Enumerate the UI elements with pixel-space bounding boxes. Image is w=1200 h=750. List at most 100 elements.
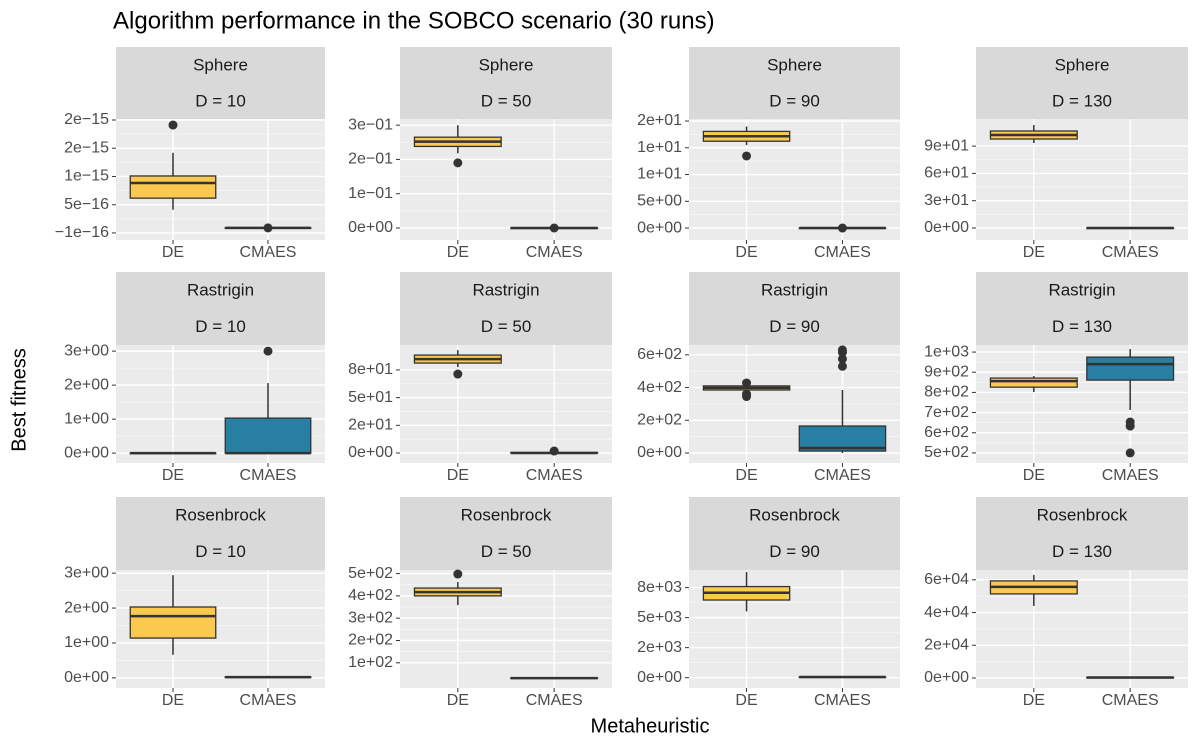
strip-background bbox=[400, 533, 612, 570]
strip-label: D = 130 bbox=[1052, 317, 1112, 336]
y-tick-label: 8e+02 bbox=[924, 384, 969, 401]
x-tick-label: DE bbox=[447, 692, 469, 709]
y-tick-label: 6e+01 bbox=[924, 165, 969, 182]
y-tick-label: 7e+02 bbox=[924, 404, 969, 421]
y-tick-label: 2e−01 bbox=[348, 151, 393, 168]
y-tick-label: 2e+01 bbox=[348, 417, 393, 434]
y-tick-label: 4e+04 bbox=[924, 604, 969, 621]
strip-background bbox=[116, 533, 325, 570]
strip-label: D = 50 bbox=[481, 91, 532, 110]
box bbox=[1086, 356, 1175, 381]
x-tick-label: CMAES bbox=[1102, 692, 1159, 709]
y-tick-label: 1e−01 bbox=[348, 185, 393, 202]
y-tick-label: 0e+00 bbox=[637, 219, 682, 236]
y-tick-label: 0e+00 bbox=[637, 444, 682, 461]
strip-label: Rastrigin bbox=[472, 281, 539, 300]
strip-label: Rosenbrock bbox=[461, 506, 552, 525]
strip-label: D = 50 bbox=[481, 542, 532, 561]
outlier bbox=[453, 569, 463, 579]
y-tick-label: 2e+00 bbox=[64, 599, 109, 616]
strip-background bbox=[689, 272, 900, 309]
strip-label: D = 10 bbox=[195, 91, 246, 110]
x-tick-label: CMAES bbox=[526, 467, 583, 484]
strip-background bbox=[689, 83, 900, 119]
y-tick-label: 3e+00 bbox=[64, 342, 109, 359]
strip-background bbox=[689, 308, 900, 345]
strip-label: D = 90 bbox=[769, 317, 820, 336]
strip-background bbox=[976, 272, 1188, 309]
y-tick-label: 2e−15 bbox=[64, 139, 109, 156]
x-tick-label: CMAES bbox=[814, 692, 871, 709]
outlier bbox=[168, 120, 178, 130]
y-tick-label: 3e−01 bbox=[348, 116, 393, 133]
outlier bbox=[263, 346, 273, 356]
outlier bbox=[549, 223, 559, 233]
strip-label: D = 130 bbox=[1052, 91, 1112, 110]
x-tick-label: DE bbox=[162, 467, 184, 484]
y-tick-label: 0e+00 bbox=[924, 219, 969, 236]
strip-label: Rosenbrock bbox=[1037, 506, 1128, 525]
box bbox=[989, 377, 1078, 388]
outlier bbox=[453, 158, 463, 168]
x-tick-label: DE bbox=[1023, 692, 1045, 709]
x-tick-label: DE bbox=[162, 692, 184, 709]
strip-background bbox=[116, 83, 325, 119]
strip-background bbox=[976, 533, 1188, 570]
y-tick-label: 0e+00 bbox=[348, 219, 393, 236]
strip-label: Sphere bbox=[767, 55, 822, 74]
y-tick-label: 4e+02 bbox=[637, 379, 682, 396]
strip-label: Sphere bbox=[193, 55, 248, 74]
strip-background bbox=[689, 533, 900, 570]
x-tick-label: CMAES bbox=[1102, 467, 1159, 484]
strip-label: D = 50 bbox=[481, 317, 532, 336]
strip-background bbox=[116, 497, 325, 534]
y-tick-label: 8e+01 bbox=[348, 361, 393, 378]
strip-background bbox=[689, 47, 900, 83]
box bbox=[129, 606, 217, 639]
strip-label: D = 90 bbox=[769, 91, 820, 110]
y-tick-label: 5e+02 bbox=[924, 444, 969, 461]
y-tick-label: 2e+04 bbox=[924, 636, 969, 653]
y-tick-label: 3e+02 bbox=[348, 609, 393, 626]
y-tick-label: 1e+03 bbox=[924, 343, 969, 360]
y-tick-label: 6e+02 bbox=[637, 346, 682, 363]
x-tick-label: DE bbox=[1023, 244, 1045, 261]
outlier bbox=[837, 223, 847, 233]
x-tick-label: DE bbox=[1023, 467, 1045, 484]
y-tick-label: 4e+02 bbox=[348, 587, 393, 604]
strip-label: D = 130 bbox=[1052, 542, 1112, 561]
strip-background bbox=[400, 272, 612, 309]
strip-background bbox=[400, 497, 612, 534]
strip-label: Rosenbrock bbox=[175, 506, 266, 525]
outlier bbox=[742, 151, 752, 161]
strip-label: Rosenbrock bbox=[749, 506, 840, 525]
outlier bbox=[742, 378, 752, 388]
x-tick-label: CMAES bbox=[526, 692, 583, 709]
y-tick-label: 8e+03 bbox=[637, 579, 682, 596]
x-tick-label: CMAES bbox=[814, 244, 871, 261]
y-tick-label: 2e+00 bbox=[64, 376, 109, 393]
x-tick-label: CMAES bbox=[240, 692, 297, 709]
outlier bbox=[263, 223, 273, 233]
strip-background bbox=[400, 308, 612, 345]
x-tick-label: DE bbox=[162, 244, 184, 261]
y-tick-label: 1e+02 bbox=[348, 654, 393, 671]
panel-background bbox=[400, 345, 612, 463]
strip-background bbox=[400, 47, 612, 83]
y-tick-label: 5e+02 bbox=[348, 565, 393, 582]
x-tick-label: DE bbox=[735, 692, 757, 709]
outlier bbox=[1125, 421, 1135, 431]
outlier bbox=[837, 354, 847, 364]
strip-label: Sphere bbox=[479, 55, 534, 74]
outlier bbox=[837, 347, 847, 357]
y-tick-label: 5e+00 bbox=[637, 193, 682, 210]
strip-background bbox=[976, 47, 1188, 83]
y-tick-label: 5e+01 bbox=[348, 389, 393, 406]
x-tick-label: DE bbox=[735, 244, 757, 261]
y-tick-label: 0e+00 bbox=[64, 669, 109, 686]
y-tick-label: 5e+03 bbox=[637, 609, 682, 626]
strip-background bbox=[976, 308, 1188, 345]
strip-label: Sphere bbox=[1055, 55, 1110, 74]
y-tick-label: 2e+01 bbox=[637, 112, 682, 129]
strip-background bbox=[116, 47, 325, 83]
